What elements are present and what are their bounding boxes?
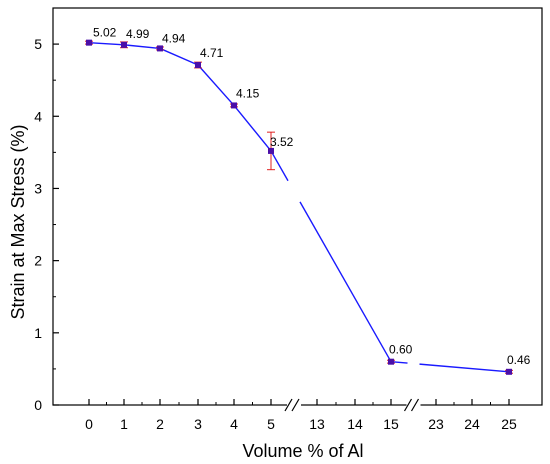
x-tick-label: 14 bbox=[347, 416, 363, 432]
x-tick-label: 2 bbox=[156, 416, 164, 432]
x-tick-label: 3 bbox=[194, 416, 202, 432]
series-line-segment bbox=[159, 47, 199, 66]
x-tick-label: 24 bbox=[464, 416, 480, 432]
series-line-segment bbox=[419, 363, 510, 373]
series-line-segment bbox=[88, 41, 125, 46]
data-label: 4.71 bbox=[200, 46, 224, 60]
y-axis-title: Strain at Max Stress (%) bbox=[8, 124, 28, 319]
x-tick-label: 0 bbox=[85, 416, 93, 432]
y-tick-label: 4 bbox=[34, 108, 42, 124]
axis-break-mark bbox=[284, 398, 293, 412]
x-tick-label: 5 bbox=[267, 416, 275, 432]
y-tick-label: 2 bbox=[34, 253, 42, 269]
data-label: 0.60 bbox=[389, 343, 413, 357]
x-tick-label: 13 bbox=[309, 416, 325, 432]
data-point bbox=[506, 368, 512, 375]
y-tick-label: 5 bbox=[34, 36, 42, 52]
data-point bbox=[121, 41, 127, 48]
x-tick-label: 23 bbox=[428, 416, 444, 432]
data-label: 3.52 bbox=[270, 135, 294, 149]
data-point bbox=[86, 39, 92, 46]
data-label: 0.46 bbox=[507, 353, 531, 367]
series-line-segment bbox=[270, 150, 289, 182]
y-tick-label: 1 bbox=[34, 325, 42, 341]
data-point bbox=[268, 147, 274, 154]
x-tick-label: 1 bbox=[120, 416, 128, 432]
data-label: 5.02 bbox=[93, 26, 117, 40]
x-tick-label: 15 bbox=[383, 416, 399, 432]
data-point bbox=[195, 62, 201, 69]
axis-break-mark bbox=[291, 398, 300, 412]
x-axis-title: Volume % of Al bbox=[242, 441, 363, 461]
data-label: 4.99 bbox=[126, 27, 150, 41]
axis-break-mark bbox=[410, 398, 420, 412]
data-labels: 5.02 4.99 4.94 4.71 4.15 3.52 0.60 0.46 bbox=[93, 26, 531, 367]
data-point bbox=[388, 358, 394, 365]
y-tick-label: 3 bbox=[34, 180, 42, 196]
axis-break-mark bbox=[403, 398, 413, 412]
data-label: 4.15 bbox=[236, 86, 260, 100]
series-line-segment bbox=[197, 64, 235, 106]
data-series bbox=[85, 39, 513, 375]
y-tick-label: 0 bbox=[34, 397, 42, 413]
series-line-segment bbox=[299, 201, 392, 363]
x-tick-label: 4 bbox=[230, 416, 238, 432]
data-point bbox=[231, 102, 237, 109]
series-line-segment bbox=[123, 44, 161, 50]
data-label: 4.94 bbox=[162, 31, 186, 45]
plot-frame bbox=[52, 7, 543, 406]
x-tick-label: 25 bbox=[501, 416, 517, 432]
data-point bbox=[157, 45, 163, 52]
series-line-segment bbox=[233, 105, 272, 152]
axes bbox=[52, 7, 543, 412]
